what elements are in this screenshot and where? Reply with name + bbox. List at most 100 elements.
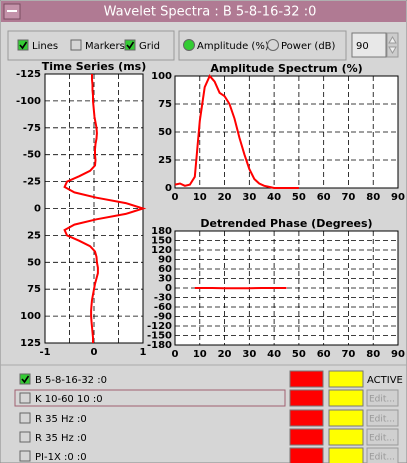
- layer-checkbox[interactable]: [19, 412, 31, 424]
- color-swatch-secondary[interactable]: [328, 409, 364, 427]
- y-tick-label: 25: [158, 155, 172, 166]
- x-tick-label: 30: [242, 192, 256, 203]
- field-value: 90: [356, 41, 369, 52]
- layer-label: R 35 Hz :0: [35, 433, 87, 444]
- edit-button[interactable]: [366, 389, 399, 407]
- radio[interactable]: [183, 39, 195, 51]
- edit-button[interactable]: [366, 428, 399, 446]
- layer-checkbox[interactable]: [19, 373, 31, 385]
- y-tick-label: -120: [147, 321, 172, 332]
- y-tick-label: 125: [20, 338, 41, 349]
- color-swatch-primary[interactable]: [289, 389, 324, 407]
- y-tick-label: 120: [151, 245, 172, 256]
- layer-checkbox[interactable]: [19, 392, 31, 404]
- y-tick-label: 75: [158, 99, 172, 110]
- y-tick-label: 60: [158, 264, 172, 275]
- check-mark: [21, 375, 30, 384]
- edit-button[interactable]: [366, 447, 399, 463]
- y-tick-label: 100: [20, 311, 41, 322]
- y-tick-label: -25: [23, 177, 41, 188]
- x-tick-label: 10: [193, 349, 207, 360]
- x-tick-label: 50: [292, 349, 306, 360]
- checkbox-label: Lines: [32, 41, 58, 52]
- checkbox-label: Grid: [139, 41, 160, 52]
- x-tick-label: 80: [366, 192, 380, 203]
- radio-label: Power (dB): [281, 41, 336, 52]
- edit-button[interactable]: [366, 409, 399, 427]
- spinner-arrows: [388, 36, 397, 54]
- checkbox[interactable]: [124, 39, 136, 51]
- edit-button-label: Edit...: [369, 395, 395, 405]
- selected-row-frame: [14, 389, 286, 407]
- layer-checkbox[interactable]: [19, 450, 31, 462]
- y-tick-label: 0: [165, 283, 172, 294]
- x-tick-label: 90: [391, 349, 405, 360]
- y-tick-label: -50: [23, 150, 41, 161]
- x-tick-label: 20: [218, 349, 232, 360]
- y-tick-label: 30: [158, 274, 172, 285]
- spinner[interactable]: [386, 32, 399, 58]
- x-tick-label: 70: [341, 349, 355, 360]
- check-mark: [19, 41, 28, 50]
- x-tick-label: 0: [172, 349, 179, 360]
- y-tick-label: -125: [16, 69, 41, 80]
- color-swatch-secondary[interactable]: [328, 389, 364, 407]
- y-tick-label: 150: [151, 236, 172, 247]
- x-tick-label: 0: [172, 192, 179, 203]
- y-tick-label: -60: [154, 302, 172, 313]
- color-swatch-secondary[interactable]: [328, 447, 364, 463]
- x-tick-label: 30: [242, 349, 256, 360]
- checkbox[interactable]: [17, 39, 29, 51]
- color-swatch-secondary[interactable]: [328, 428, 364, 446]
- y-tick-label: 0: [165, 183, 172, 194]
- x-tick-label: -1: [39, 347, 50, 358]
- x-tick-label: 1: [140, 347, 147, 358]
- edit-button-label: Edit...: [369, 415, 395, 425]
- layer-label: PI-1X :0 :0: [35, 452, 87, 463]
- y-tick-label: -100: [16, 96, 41, 107]
- field-box[interactable]: [351, 32, 387, 58]
- layer-label: K 10-60 10 :0: [35, 394, 103, 405]
- chart-title: Amplitude Spectrum (%): [210, 62, 362, 75]
- layer-label: B 5-8-16-32 :0: [35, 375, 107, 386]
- color-swatch-primary[interactable]: [289, 370, 324, 388]
- edit-button-label: Edit...: [369, 453, 395, 463]
- x-tick-label: 20: [218, 192, 232, 203]
- x-tick-label: 80: [366, 349, 380, 360]
- x-tick-label: 90: [391, 192, 405, 203]
- layer-status: ACTIVE: [367, 375, 403, 386]
- y-tick-label: -75: [23, 123, 41, 134]
- radio-label: Amplitude (%): [197, 41, 269, 52]
- view-options-group: [7, 30, 175, 61]
- title-bar: [1, 1, 406, 22]
- scale-options-group: [178, 30, 347, 61]
- layer-checkbox[interactable]: [19, 431, 31, 443]
- y-tick-label: 180: [151, 226, 172, 237]
- checkbox-label: Markers: [85, 41, 125, 52]
- x-tick-label: 60: [317, 192, 331, 203]
- y-tick-label: -30: [154, 293, 172, 304]
- x-tick-label: 70: [341, 192, 355, 203]
- color-swatch-primary[interactable]: [289, 428, 324, 446]
- x-tick-label: 40: [267, 349, 281, 360]
- check-mark: [126, 41, 135, 50]
- edit-button-label: Edit...: [369, 434, 395, 444]
- chart-title: Detrended Phase (Degrees): [200, 217, 372, 230]
- y-tick-label: 50: [27, 257, 41, 268]
- color-swatch-primary[interactable]: [289, 409, 324, 427]
- layer-label: R 35 Hz :0: [35, 414, 87, 425]
- x-tick-label: 50: [292, 192, 306, 203]
- checkbox[interactable]: [70, 39, 82, 51]
- y-tick-label: 100: [151, 71, 172, 82]
- color-swatch-primary[interactable]: [289, 447, 324, 463]
- chart-title: Time Series (ms): [42, 60, 147, 73]
- radio[interactable]: [267, 39, 279, 51]
- y-tick-label: -180: [147, 340, 172, 351]
- color-swatch-secondary[interactable]: [328, 370, 364, 388]
- y-tick-label: 50: [158, 127, 172, 138]
- x-tick-label: 60: [317, 349, 331, 360]
- window-title: Wavelet Spectra : B 5-8-16-32 :0: [104, 5, 317, 20]
- y-tick-label: -90: [154, 312, 172, 323]
